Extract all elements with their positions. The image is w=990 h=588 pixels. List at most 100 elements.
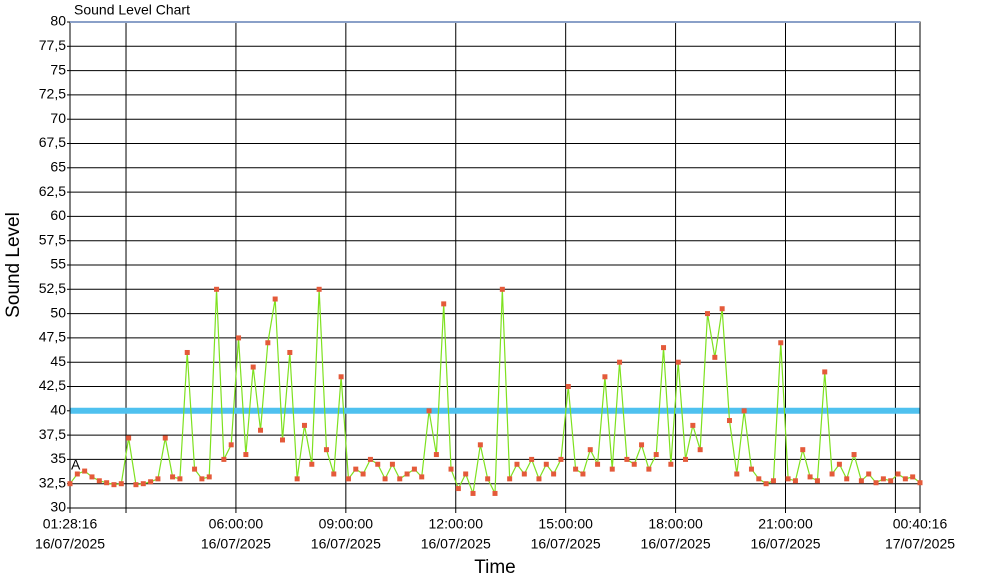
data-point <box>104 480 110 486</box>
data-point <box>675 359 681 365</box>
y-tick-label: 47,5 <box>39 329 66 345</box>
data-point <box>536 476 542 482</box>
data-point <box>170 474 176 480</box>
y-tick-label: 30 <box>50 499 66 515</box>
data-point <box>184 349 190 355</box>
data-point <box>382 476 388 482</box>
data-point <box>67 481 73 487</box>
data-point <box>309 461 315 467</box>
data-point <box>895 471 901 477</box>
y-tick-label: 60 <box>50 207 66 223</box>
x-tick-label: 15:00:00 <box>538 516 593 532</box>
data-point <box>360 471 366 477</box>
data-point <box>477 442 483 448</box>
data-point <box>250 364 256 370</box>
annotation: A <box>71 456 81 472</box>
data-point <box>111 482 117 488</box>
data-point <box>258 427 264 433</box>
data-point <box>133 482 139 488</box>
data-point <box>551 471 557 477</box>
data-point <box>697 447 703 453</box>
data-point <box>426 408 432 414</box>
data-point <box>631 461 637 467</box>
data-point <box>639 442 645 448</box>
x-tick-label: 16/07/2025 <box>641 536 711 552</box>
data-point <box>192 466 198 472</box>
data-point <box>690 422 696 428</box>
data-point <box>338 374 344 380</box>
data-point <box>836 461 842 467</box>
data-point <box>265 340 271 346</box>
data-point <box>617 359 623 365</box>
data-point <box>448 466 454 472</box>
x-tick-label: 21:00:00 <box>758 516 813 532</box>
data-point <box>323 447 329 453</box>
data-point <box>155 476 161 482</box>
data-point <box>800 447 806 453</box>
data-point <box>507 476 513 482</box>
data-point <box>814 478 820 484</box>
data-point <box>888 478 894 484</box>
data-point <box>221 456 227 462</box>
data-point <box>397 476 403 482</box>
data-point <box>792 478 798 484</box>
y-tick-label: 72,5 <box>39 86 66 102</box>
data-point <box>96 478 102 484</box>
y-tick-label: 75 <box>50 61 66 77</box>
data-point <box>595 461 601 467</box>
x-tick-label: 01:28:16 <box>43 516 98 532</box>
x-tick-label: 17/07/2025 <box>885 536 955 552</box>
data-point <box>873 480 879 486</box>
data-point <box>587 447 593 453</box>
x-tick-label: 16/07/2025 <box>311 536 381 552</box>
data-point <box>89 474 95 480</box>
data-point <box>521 471 527 477</box>
data-point <box>829 471 835 477</box>
data-point <box>345 476 351 482</box>
data-point <box>734 471 740 477</box>
data-point <box>411 466 417 472</box>
y-tick-label: 45 <box>50 353 66 369</box>
data-point <box>902 476 908 482</box>
data-point <box>580 471 586 477</box>
data-point <box>726 418 732 424</box>
data-point <box>82 468 88 474</box>
data-point <box>389 461 395 467</box>
data-point <box>301 422 307 428</box>
data-point <box>844 476 850 482</box>
data-point <box>785 476 791 482</box>
data-point <box>514 461 520 467</box>
y-tick-label: 57,5 <box>39 231 66 247</box>
y-tick-label: 77,5 <box>39 37 66 53</box>
data-point <box>705 311 710 317</box>
x-tick-label: 00:40:16 <box>893 516 948 532</box>
data-point <box>485 476 491 482</box>
data-point <box>177 476 183 482</box>
x-tick-label: 16/07/2025 <box>421 536 491 552</box>
data-point <box>756 476 762 482</box>
data-point <box>910 474 916 480</box>
data-point <box>228 442 234 448</box>
y-tick-label: 35 <box>50 450 66 466</box>
data-point <box>316 286 322 292</box>
y-axis-label: Sound Level <box>3 212 24 318</box>
data-point <box>778 340 784 346</box>
x-tick-label: 09:00:00 <box>319 516 374 532</box>
data-point <box>404 471 410 477</box>
data-point <box>287 349 293 355</box>
data-point <box>206 474 212 480</box>
chart-title: Sound Level Chart <box>74 2 190 18</box>
y-tick-label: 50 <box>50 304 66 320</box>
data-point <box>499 286 505 292</box>
data-point <box>118 481 124 487</box>
data-point <box>419 474 425 480</box>
data-point <box>558 456 564 462</box>
y-tick-label: 67,5 <box>39 134 66 150</box>
data-point <box>199 476 205 482</box>
y-tick-label: 62,5 <box>39 183 66 199</box>
data-point <box>294 476 300 482</box>
data-point <box>543 461 549 467</box>
y-tick-label: 37,5 <box>39 426 66 442</box>
